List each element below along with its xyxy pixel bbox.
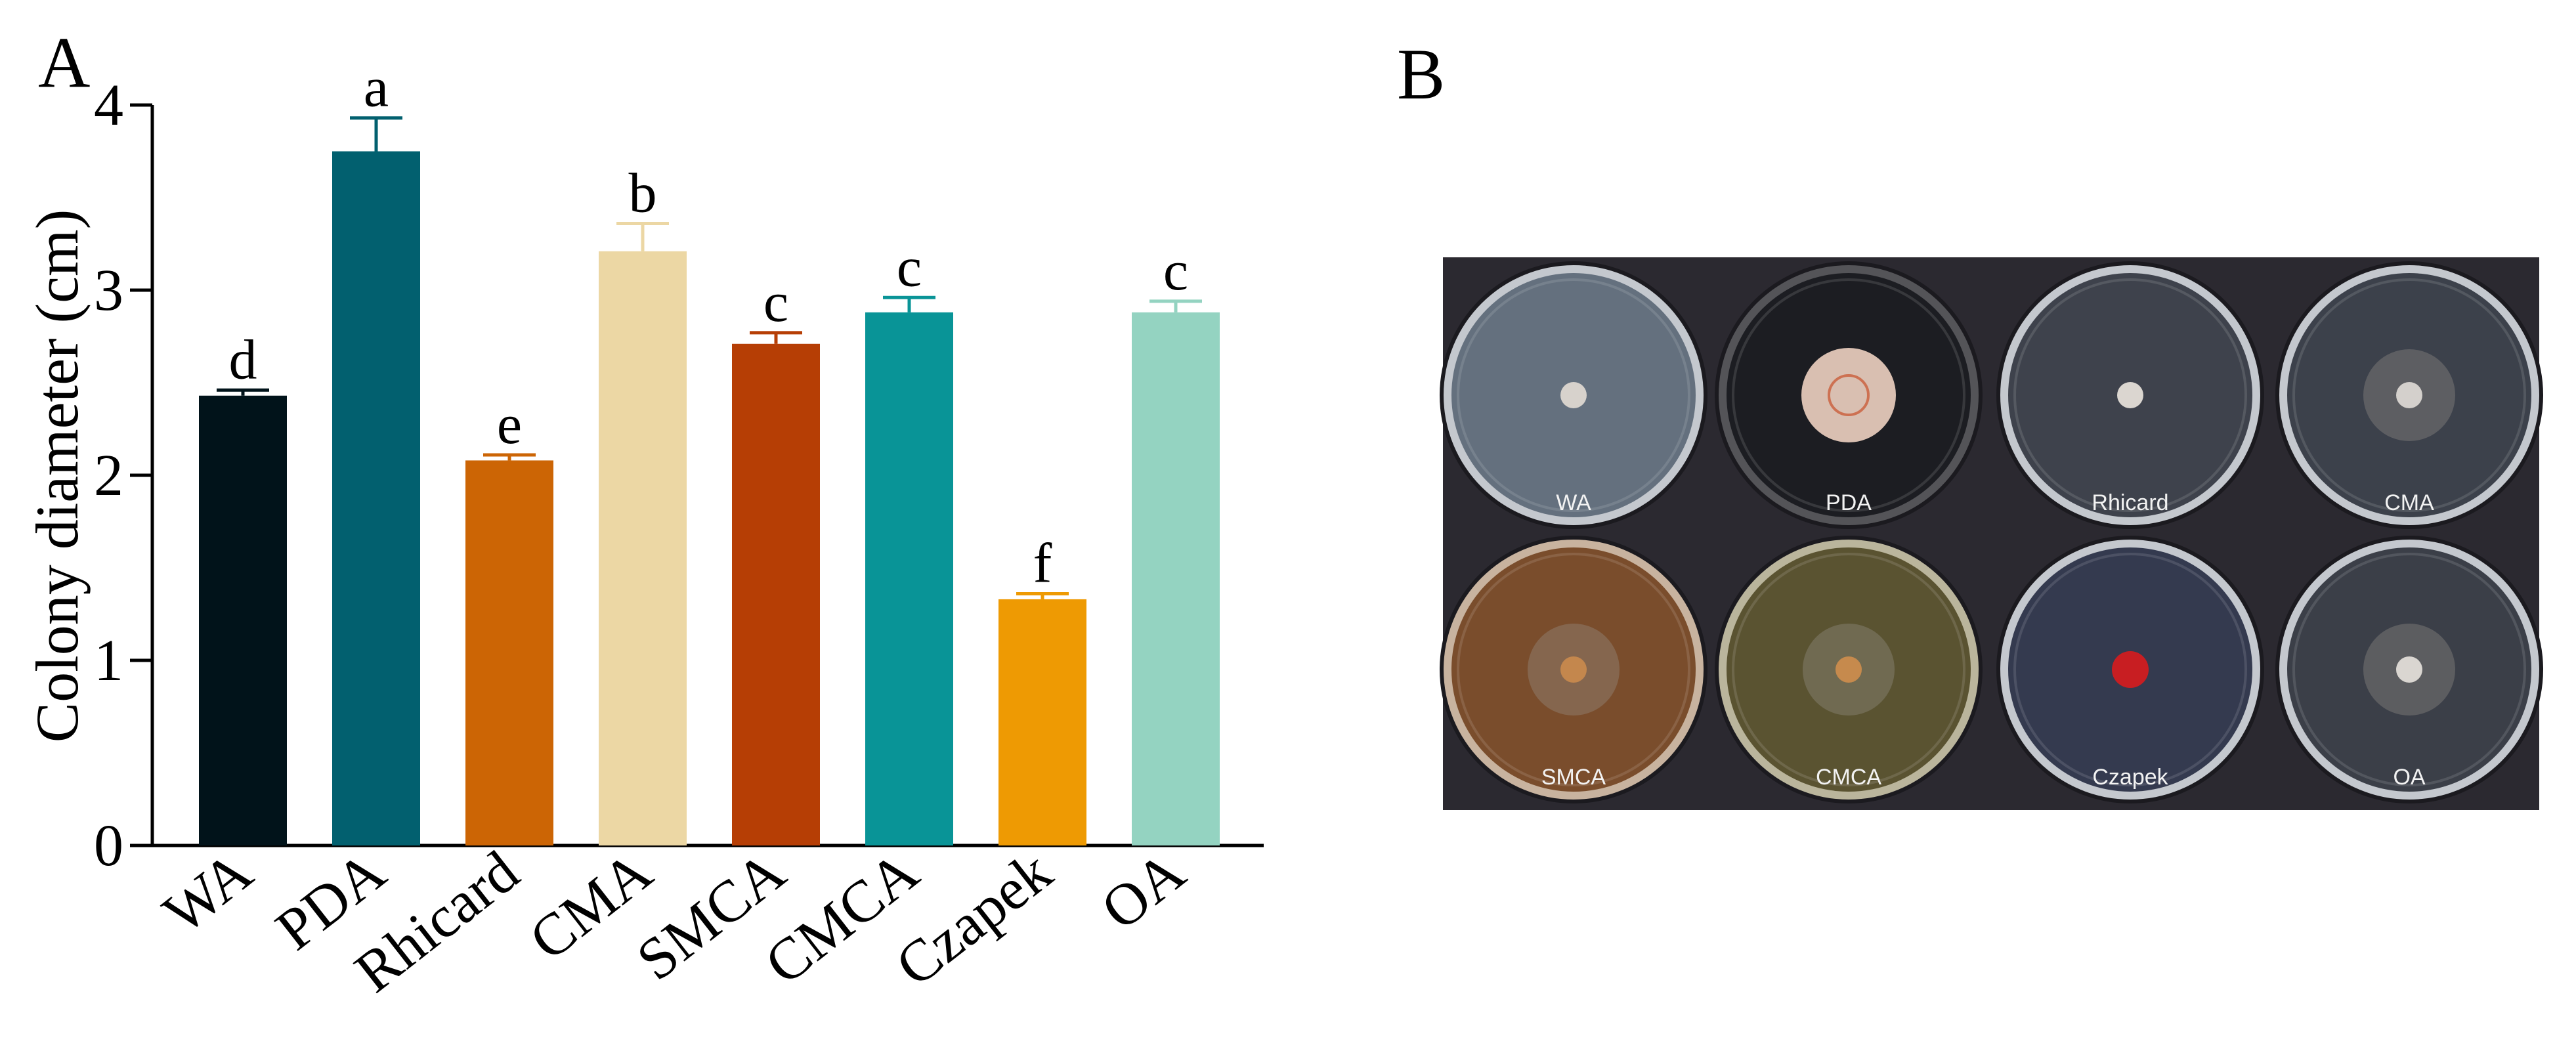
- colony: [2396, 656, 2422, 683]
- bar-chart: 0 1 2 3 4 d a e b c c f c WA PDARhicardCMASMCACMCACz…: [24, 56, 1264, 1005]
- significance-letter: c: [897, 235, 922, 298]
- panel-a-label: A: [38, 22, 90, 102]
- colony: [2396, 382, 2422, 408]
- colony: [1835, 656, 1862, 683]
- plate-label: PDA: [1826, 490, 1872, 515]
- y-axis-title: Colony diameter (cm): [24, 209, 91, 742]
- plate-edge: [1457, 553, 1690, 786]
- colony: [2117, 382, 2143, 408]
- bar-czapek: [998, 599, 1086, 845]
- plate-edge: [2013, 278, 2247, 512]
- significance-letter: b: [629, 161, 657, 224]
- bar-wa: [199, 395, 287, 845]
- significance-letter: f: [1033, 531, 1052, 594]
- significance-letter: e: [497, 393, 522, 456]
- colony-pigment-ring: [1828, 374, 1870, 416]
- plate-czapek: Czapek: [1996, 536, 2264, 803]
- colony: [2112, 651, 2149, 688]
- plate-label: SMCA: [1541, 765, 1606, 790]
- significance-letters: d a e b c c f c: [229, 56, 1189, 595]
- colony: [1560, 656, 1587, 683]
- bar-rhicard: [465, 460, 553, 845]
- plate-edge: [1732, 553, 1965, 786]
- colony: [1801, 348, 1896, 442]
- plate-smca: SMCA: [1440, 536, 1707, 803]
- plate-pda: PDA: [1715, 261, 1983, 529]
- plate-label: CMCA: [1816, 765, 1881, 790]
- bar-cmca: [865, 312, 953, 846]
- plate-label: WA: [1556, 490, 1591, 515]
- bar-cma: [599, 251, 687, 845]
- plate-edge: [1732, 278, 1965, 512]
- plate-rhicard: Rhicard: [1996, 261, 2264, 529]
- plate-edge: [2292, 278, 2526, 512]
- y-tick-label: 0: [94, 813, 123, 878]
- plate-oa: OA: [2275, 536, 2543, 803]
- plate-label: CMA: [2384, 490, 2434, 515]
- plate-label: Czapek: [2092, 765, 2168, 790]
- significance-letter: c: [763, 270, 788, 333]
- y-ticks: 0 1 2 3 4: [94, 73, 152, 878]
- plate-label: OA: [2393, 765, 2425, 790]
- x-category-label: Czapek: [884, 839, 1064, 999]
- plate-edge: [2292, 553, 2526, 786]
- panel-b-label: B: [1397, 34, 1445, 114]
- significance-letter: c: [1163, 239, 1188, 302]
- plate-cmca: CMCA: [1715, 536, 1983, 803]
- y-tick-label: 3: [94, 258, 123, 323]
- x-category-label: WA: [152, 839, 264, 947]
- error-bars: [217, 116, 1202, 599]
- bar-oa: [1132, 312, 1220, 846]
- bar-smca: [732, 343, 820, 845]
- y-tick-label: 1: [94, 628, 123, 693]
- bars: [199, 151, 1220, 846]
- y-tick-label: 2: [94, 443, 123, 508]
- y-tick-label: 4: [94, 73, 123, 138]
- x-category-label: OA: [1090, 839, 1197, 943]
- plate-cma: CMA: [2275, 261, 2543, 529]
- colony: [1560, 382, 1587, 408]
- agar-plates-photo: WA PDA Rhicard CMA SMCA CMCA Czapek OA: [1440, 257, 2543, 810]
- significance-letter: d: [229, 328, 257, 391]
- significance-letter: a: [364, 56, 389, 119]
- plates: WA PDA Rhicard CMA SMCA CMCA Czapek OA: [1440, 261, 2543, 803]
- plate-wa: WA: [1440, 261, 1707, 529]
- plate-edge: [1457, 278, 1690, 512]
- plate-edge: [2013, 553, 2247, 786]
- plate-label: Rhicard: [2092, 490, 2168, 515]
- bar-pda: [332, 151, 420, 845]
